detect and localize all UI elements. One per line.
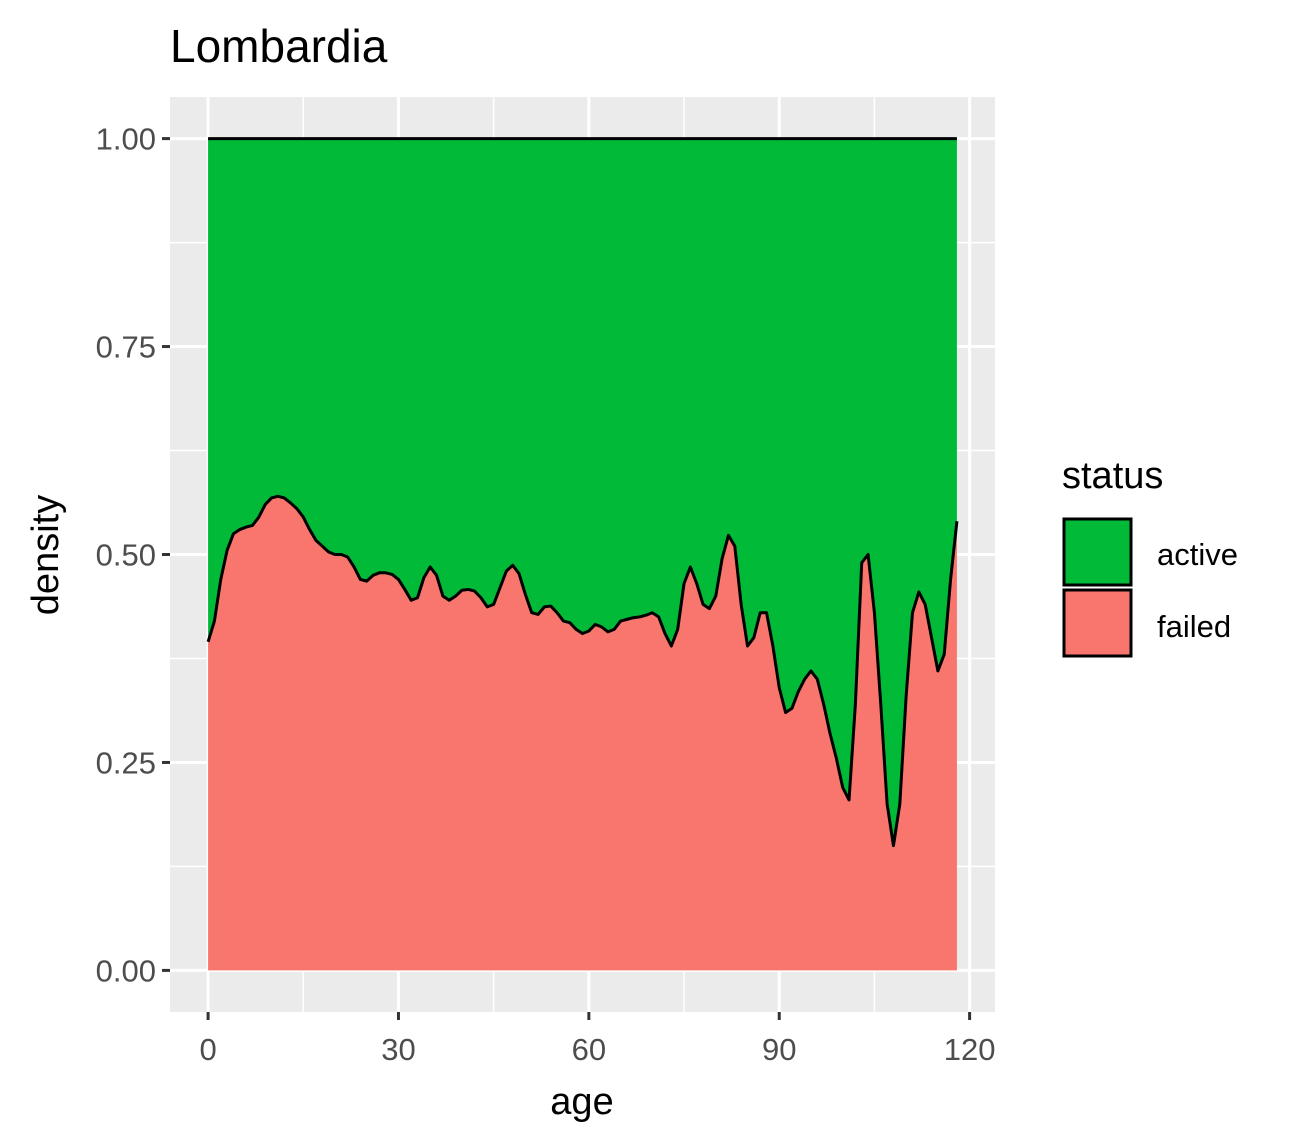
y-axis: 0.00 0.25 0.50 0.75 1.00 [96, 122, 170, 988]
x-tick-label: 0 [199, 1032, 216, 1067]
y-tick-label: 0.00 [96, 953, 156, 988]
legend-label-active: active [1157, 537, 1238, 572]
x-axis: 0 30 60 90 120 [199, 1012, 995, 1067]
x-tick-label: 30 [381, 1032, 415, 1067]
legend-title: status [1062, 455, 1163, 497]
y-tick-label: 1.00 [96, 122, 156, 157]
legend-key-failed [1062, 588, 1133, 658]
chart-title: Lombardia [170, 20, 388, 72]
legend: status active failed [1062, 455, 1238, 658]
failed-boundary-line [206, 494, 959, 848]
legend-label-failed: failed [1157, 609, 1231, 644]
x-tick-label: 90 [762, 1032, 796, 1067]
x-tick-label: 120 [944, 1032, 996, 1067]
failed-area [208, 496, 957, 971]
y-axis-title: density [25, 495, 67, 615]
x-tick-label: 60 [572, 1032, 606, 1067]
y-tick-label: 0.50 [96, 538, 156, 573]
legend-key-active [1062, 517, 1133, 587]
y-tick-label: 0.75 [96, 330, 156, 365]
x-axis-title: age [550, 1081, 613, 1123]
active-area [208, 138, 957, 846]
y-tick-label: 0.25 [96, 745, 156, 780]
